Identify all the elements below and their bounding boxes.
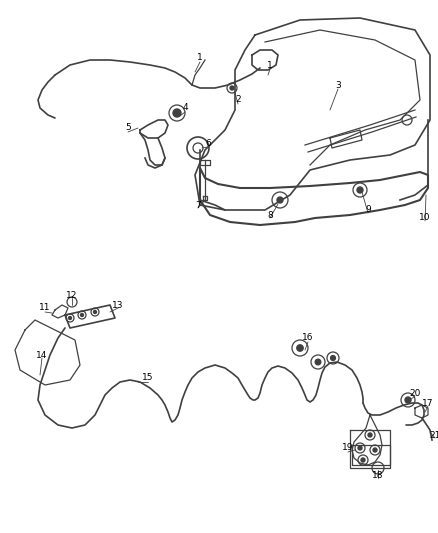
Circle shape [297, 345, 303, 351]
Text: 17: 17 [422, 399, 434, 408]
Circle shape [331, 356, 336, 360]
Text: 8: 8 [267, 211, 273, 220]
Circle shape [368, 433, 372, 437]
Text: 7: 7 [195, 200, 201, 209]
Text: 1: 1 [267, 61, 273, 69]
Circle shape [358, 446, 362, 450]
Circle shape [93, 311, 96, 313]
Circle shape [277, 197, 283, 203]
Circle shape [81, 313, 84, 317]
Text: 12: 12 [66, 290, 78, 300]
Text: 19: 19 [342, 443, 354, 453]
Text: 18: 18 [372, 471, 384, 480]
Text: 13: 13 [112, 301, 124, 310]
Circle shape [357, 187, 363, 193]
Circle shape [68, 317, 71, 319]
Circle shape [230, 86, 234, 90]
Circle shape [173, 109, 181, 117]
Text: 5: 5 [125, 124, 131, 133]
Circle shape [315, 359, 321, 365]
Circle shape [373, 448, 377, 452]
Circle shape [405, 397, 411, 403]
Text: 9: 9 [365, 206, 371, 214]
Text: 21: 21 [429, 431, 438, 440]
Text: 20: 20 [410, 389, 420, 398]
Text: 1: 1 [197, 53, 203, 62]
Text: 10: 10 [419, 214, 431, 222]
Text: 16: 16 [302, 334, 314, 343]
Text: 2: 2 [235, 95, 241, 104]
Text: 11: 11 [39, 303, 51, 312]
Text: 3: 3 [335, 80, 341, 90]
Text: 15: 15 [142, 374, 154, 383]
Circle shape [361, 458, 365, 462]
Text: 14: 14 [36, 351, 48, 359]
Text: 4: 4 [182, 103, 188, 112]
Text: 6: 6 [205, 139, 211, 148]
